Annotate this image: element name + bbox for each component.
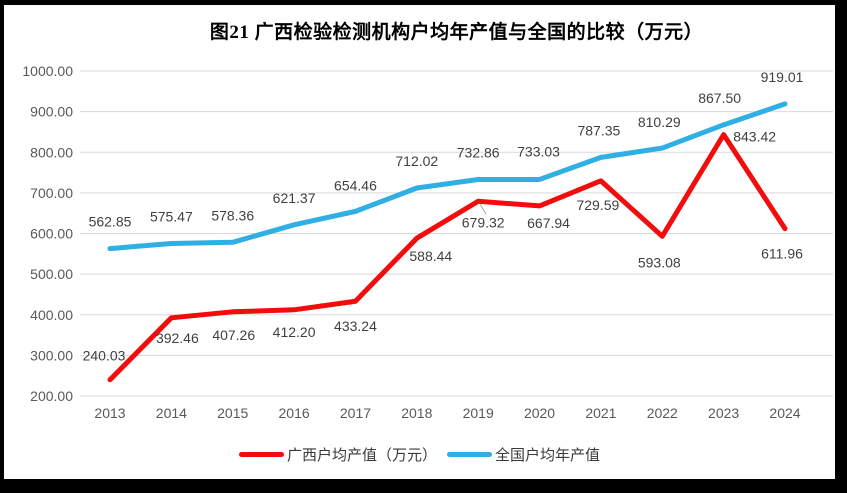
- label-leader-line: [479, 204, 487, 215]
- x-tick-label: 2013: [94, 405, 125, 421]
- legend-line-swatch-guangxi: [238, 451, 284, 457]
- data-label: 588.44: [409, 248, 452, 264]
- data-label: 407.26: [212, 327, 255, 343]
- y-tick-label: 200.00: [30, 388, 73, 404]
- data-label: 578.36: [211, 207, 254, 223]
- y-tick-label: 500.00: [30, 266, 73, 282]
- data-labels-national: 562.85 575.47 578.36 621.37 654.46 712.02 732.…: [89, 69, 804, 230]
- series-line-national: [107, 101, 788, 252]
- x-tick-label: 2015: [217, 405, 248, 421]
- x-tick-label: 2019: [463, 405, 494, 421]
- data-label: 787.35: [577, 122, 620, 138]
- x-tick-label: 2024: [769, 405, 800, 421]
- legend-item-national: 全国户均年产值: [447, 444, 600, 465]
- line-chart: 200.00 300.00 400.00 500.00 600.00 700.00 800.…: [22, 63, 833, 421]
- data-label: 867.50: [698, 90, 741, 106]
- data-label: 240.03: [83, 348, 126, 364]
- x-tick-label: 2018: [401, 405, 432, 421]
- data-label: 433.24: [334, 318, 377, 334]
- x-tick-label: 2016: [279, 405, 310, 421]
- data-label: 843.42: [733, 129, 776, 145]
- data-label: 562.85: [89, 214, 132, 230]
- data-label: 679.32: [462, 214, 505, 230]
- x-tick-label: 2022: [647, 405, 678, 421]
- data-label: 729.59: [576, 197, 619, 213]
- chart-title: 图21 广西检验检测机构户均年产值与全国的比较（万元）: [209, 22, 704, 43]
- data-label: 593.08: [638, 254, 681, 270]
- x-tick-label: 2021: [585, 405, 616, 421]
- gridlines: [80, 70, 833, 397]
- data-label: 712.02: [395, 153, 438, 169]
- data-label: 392.46: [156, 330, 199, 346]
- data-label: 919.01: [761, 69, 804, 85]
- data-label: 654.46: [334, 177, 377, 193]
- data-label: 732.86: [457, 145, 500, 161]
- y-tick-label: 1000.00: [22, 63, 73, 79]
- legend-label-guangxi: 广西户均产值（万元）: [286, 446, 437, 464]
- y-tick-label: 900.00: [30, 104, 73, 120]
- series-line-guangxi: [107, 132, 788, 383]
- legend-line-swatch-national: [447, 451, 492, 457]
- legend-item-guangxi: 广西户均产值（万元）: [238, 444, 437, 465]
- data-label: 621.37: [273, 190, 316, 206]
- data-label: 412.20: [273, 324, 316, 340]
- data-labels-guangxi: 240.03 392.46 407.26 412.20 433.24 588.44 679.…: [83, 129, 804, 364]
- x-axis-labels: 2013 2014 2015 2016 2017 2018 2019 2020 2021 2022…: [94, 405, 800, 421]
- y-tick-label: 400.00: [30, 307, 73, 323]
- x-tick-label: 2017: [340, 405, 371, 421]
- data-label: 611.96: [761, 246, 803, 262]
- data-label: 575.47: [150, 208, 193, 224]
- x-tick-label: 2020: [524, 405, 555, 421]
- data-label: 667.94: [527, 215, 570, 231]
- chart-legend: 广西户均产值（万元） 全国户均年产值: [4, 444, 835, 465]
- legend-label-national: 全国户均年产值: [495, 446, 601, 464]
- y-tick-label: 300.00: [30, 347, 73, 363]
- chart-canvas: 图21 广西检验检测机构户均年产值与全国的比较（万元） 200.00 300.00…: [4, 5, 835, 479]
- y-tick-label: 800.00: [30, 144, 73, 160]
- y-tick-label: 600.00: [30, 226, 73, 242]
- data-label: 810.29: [638, 114, 681, 130]
- y-tick-label: 700.00: [30, 185, 73, 201]
- data-label: 733.03: [517, 143, 560, 159]
- x-tick-label: 2014: [156, 405, 187, 421]
- x-tick-label: 2023: [708, 405, 739, 421]
- y-axis-labels: 200.00 300.00 400.00 500.00 600.00 700.00 800.…: [22, 63, 73, 404]
